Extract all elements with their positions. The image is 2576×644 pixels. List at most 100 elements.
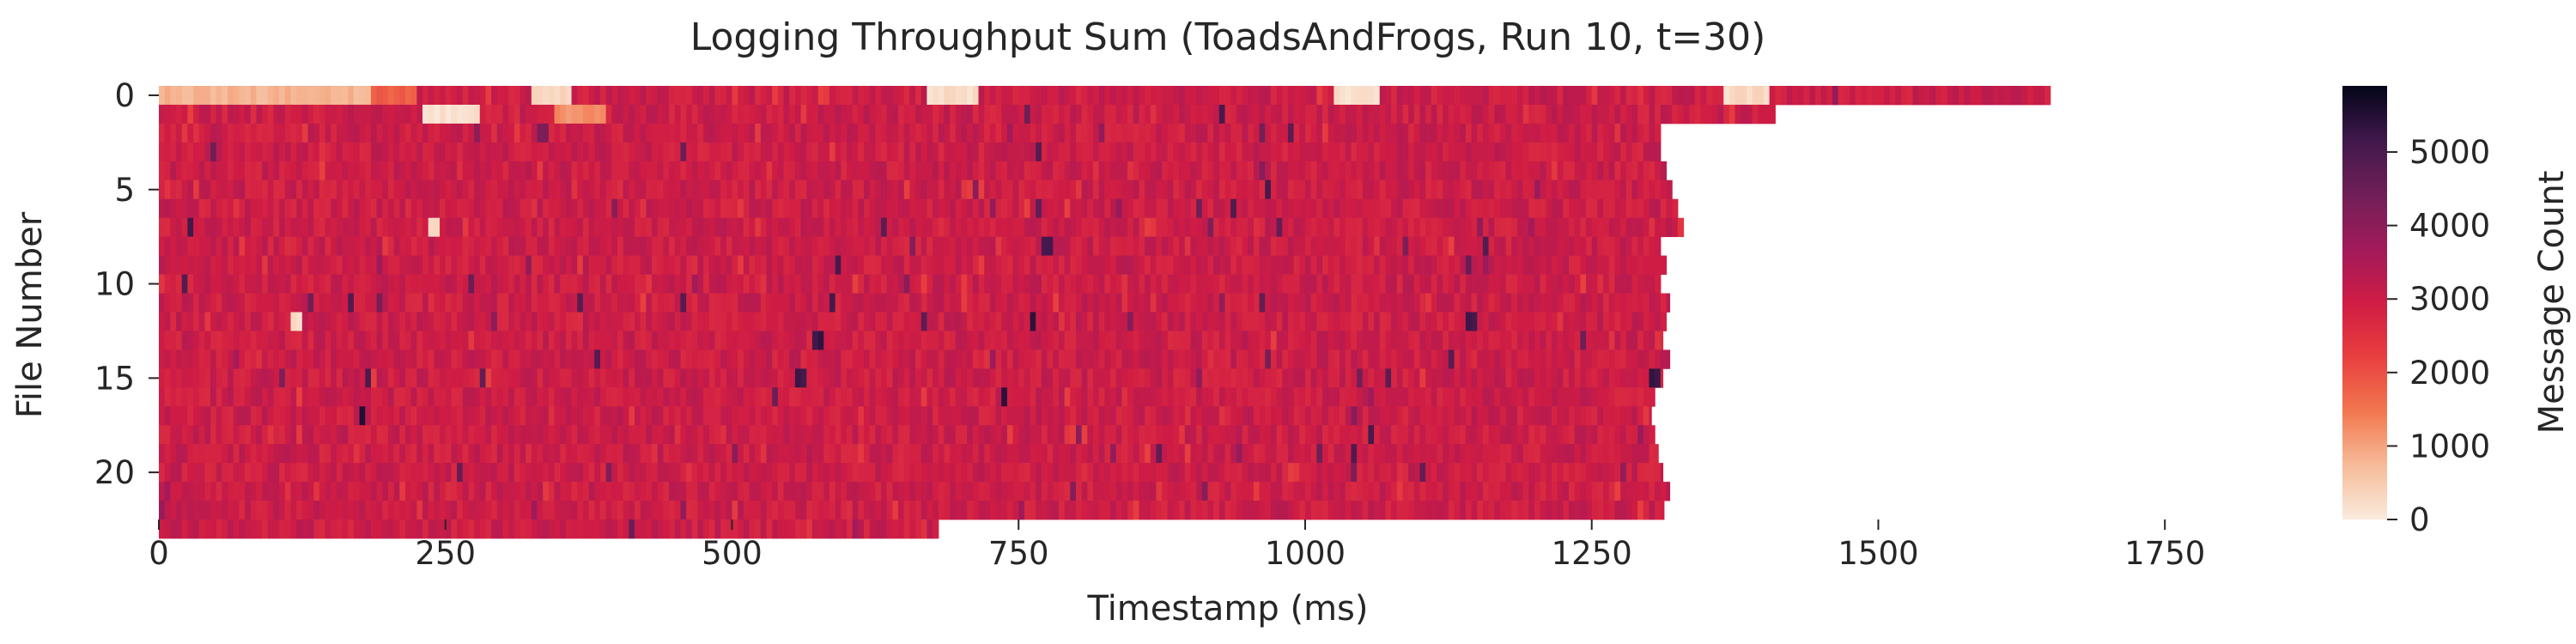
heatmap-cell bbox=[915, 368, 922, 388]
heatmap-cell bbox=[445, 86, 453, 106]
heatmap-cell bbox=[669, 104, 676, 125]
heatmap-cell bbox=[1413, 123, 1421, 143]
heatmap-cell bbox=[267, 387, 275, 407]
heatmap-cell bbox=[565, 274, 573, 294]
heatmap-cell bbox=[387, 104, 395, 125]
heatmap-cell bbox=[382, 142, 389, 162]
heatmap-cell bbox=[313, 425, 320, 445]
heatmap-cell bbox=[927, 198, 933, 219]
heatmap-cell bbox=[1551, 312, 1558, 331]
heatmap-cell bbox=[468, 293, 475, 313]
heatmap-cell bbox=[1516, 161, 1524, 181]
heatmap-cell bbox=[279, 331, 286, 350]
heatmap-cell bbox=[468, 123, 475, 143]
heatmap-cell bbox=[301, 349, 309, 369]
heatmap-cell bbox=[984, 406, 991, 426]
heatmap-cell bbox=[909, 123, 916, 143]
heatmap-cell bbox=[1625, 255, 1633, 275]
heatmap-cell bbox=[1230, 104, 1237, 125]
heatmap-cell bbox=[823, 236, 830, 257]
heatmap-cell bbox=[1357, 142, 1364, 162]
heatmap-cell bbox=[1443, 86, 1449, 106]
heatmap-cell bbox=[680, 142, 687, 162]
heatmap-cell bbox=[1173, 368, 1180, 388]
heatmap-cell bbox=[210, 406, 217, 426]
heatmap-cell bbox=[543, 425, 550, 445]
heatmap-cell bbox=[794, 161, 802, 181]
heatmap-cell bbox=[526, 236, 532, 257]
heatmap-cell bbox=[961, 198, 968, 219]
heatmap-cell bbox=[1179, 123, 1186, 143]
heatmap-cell bbox=[1643, 406, 1650, 426]
heatmap-cell bbox=[359, 142, 366, 162]
heatmap-cell bbox=[1608, 198, 1616, 219]
heatmap-cell bbox=[1276, 142, 1283, 162]
heatmap-cell bbox=[1443, 142, 1449, 162]
heatmap-cell bbox=[1224, 368, 1231, 388]
heatmap-cell bbox=[1465, 123, 1473, 143]
heatmap-cell bbox=[646, 142, 653, 162]
heatmap-cell bbox=[382, 293, 389, 313]
heatmap-cell bbox=[1242, 142, 1249, 162]
heatmap-cell bbox=[1064, 161, 1071, 181]
heatmap-cell bbox=[164, 331, 171, 350]
heatmap-cell bbox=[348, 255, 355, 275]
heatmap-cell bbox=[1196, 123, 1203, 143]
heatmap-cell bbox=[623, 255, 629, 275]
heatmap-cell bbox=[1030, 179, 1036, 200]
heatmap-cell bbox=[1162, 425, 1169, 445]
heatmap-cell bbox=[903, 161, 910, 181]
heatmap-cell bbox=[393, 368, 400, 388]
heatmap-cell bbox=[1884, 86, 1891, 106]
heatmap-cell bbox=[1655, 198, 1662, 219]
heatmap-cell bbox=[1213, 179, 1220, 200]
heatmap-cell bbox=[1528, 387, 1535, 407]
heatmap-cell bbox=[204, 123, 211, 143]
heatmap-cell bbox=[1655, 142, 1662, 162]
heatmap-cell bbox=[1522, 387, 1529, 407]
heatmap-cell bbox=[1139, 86, 1145, 106]
heatmap-cell bbox=[342, 387, 349, 407]
heatmap-cell bbox=[978, 104, 985, 125]
heatmap-cell bbox=[657, 368, 664, 388]
heatmap-cell bbox=[611, 179, 618, 200]
heatmap-cell bbox=[1259, 179, 1266, 200]
heatmap-cell bbox=[605, 331, 612, 350]
heatmap-cell bbox=[617, 312, 624, 331]
heatmap-cell bbox=[1270, 274, 1278, 294]
heatmap-cell bbox=[279, 179, 286, 200]
heatmap-cell bbox=[1104, 255, 1111, 275]
heatmap-cell bbox=[789, 406, 796, 426]
heatmap-cell bbox=[491, 406, 498, 426]
heatmap-cell bbox=[955, 104, 963, 125]
heatmap-cell bbox=[1637, 293, 1644, 313]
heatmap-cell bbox=[829, 349, 836, 369]
heatmap-cell bbox=[284, 255, 292, 275]
heatmap-cell bbox=[353, 142, 361, 162]
heatmap-cell bbox=[571, 331, 578, 350]
heatmap-cell bbox=[829, 293, 836, 313]
heatmap-cell bbox=[531, 255, 538, 275]
heatmap-cell bbox=[1012, 217, 1019, 238]
heatmap-cell bbox=[405, 179, 412, 200]
heatmap-cell bbox=[944, 274, 951, 294]
heatmap-cell bbox=[617, 198, 624, 219]
heatmap-cell bbox=[1259, 406, 1266, 426]
heatmap-cell bbox=[749, 368, 756, 388]
heatmap-cell bbox=[1270, 293, 1278, 313]
heatmap-cell bbox=[1488, 123, 1495, 143]
heatmap-cell bbox=[1522, 255, 1529, 275]
heatmap-cell bbox=[348, 161, 355, 181]
heatmap-cell bbox=[875, 368, 882, 388]
heatmap-cell bbox=[1242, 236, 1249, 257]
heatmap-cell bbox=[1081, 198, 1088, 219]
heatmap-cell bbox=[508, 387, 515, 407]
heatmap-cell bbox=[1379, 255, 1387, 275]
heatmap-cell bbox=[789, 236, 796, 257]
heatmap-cell bbox=[451, 406, 458, 426]
heatmap-cell bbox=[811, 161, 819, 181]
heatmap-cell bbox=[864, 349, 871, 369]
heatmap-cell bbox=[1340, 255, 1346, 275]
heatmap-cell bbox=[1248, 331, 1255, 350]
heatmap-cell bbox=[646, 255, 653, 275]
